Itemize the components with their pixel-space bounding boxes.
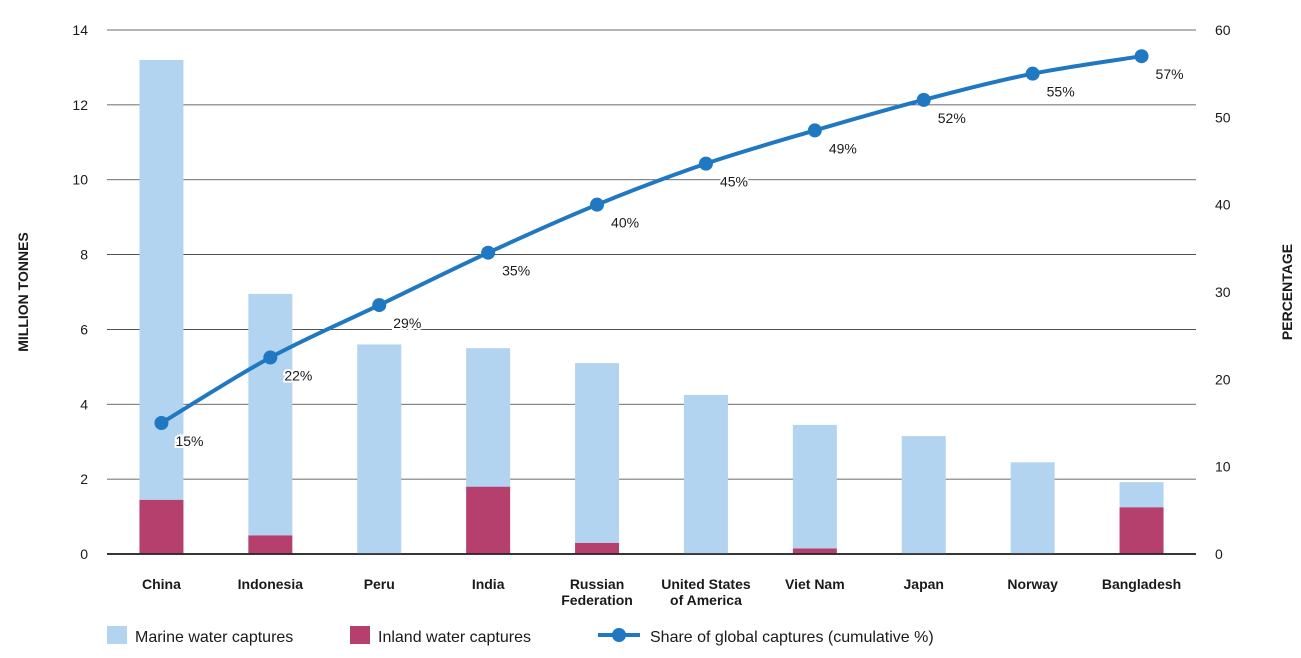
legend-label-2: Share of global captures (cumulative %)	[650, 629, 934, 646]
bar-inland-0	[139, 499, 184, 554]
y-tick-label-right: 10	[1215, 459, 1231, 475]
cumulative-point-6	[807, 123, 822, 138]
y-axis-title-right: PERCENTAGE	[1279, 244, 1295, 340]
cumulative-data-label-9: 57%	[1156, 66, 1184, 82]
bar-inland-3	[466, 486, 511, 554]
cumulative-point-9	[1134, 49, 1149, 64]
cumulative-data-label-0: 15%	[175, 433, 203, 449]
cumulative-data-label-2: 29%	[393, 315, 421, 331]
bar-marine-3	[466, 348, 511, 487]
cumulative-point-0	[154, 416, 169, 430]
cumulative-data-label-6: 49%	[829, 140, 857, 156]
cumulative-share-line: 15% 22% 29% 35% 40% 45% 49% 52% 55% 57%	[154, 49, 1186, 451]
legend-swatch-0	[107, 626, 127, 644]
bar-inland-6	[792, 548, 837, 554]
cumulative-point-4	[590, 197, 605, 212]
y-tick-label-right: 50	[1215, 109, 1231, 125]
cumulative-data-label-8: 55%	[1047, 84, 1075, 100]
y-tick-label-left: 8	[80, 247, 88, 263]
bars	[107, 59, 1196, 555]
x-tick-label: Russian Federation	[561, 576, 633, 608]
y-tick-label-left: 10	[72, 172, 88, 188]
bar-inland-9	[1119, 507, 1164, 554]
legend: Marine water captures Inland water captur…	[107, 626, 934, 646]
cumulative-data-label-5: 45%	[720, 174, 748, 190]
axes: 0 2 4 6 8 10 12 14 0 10 20 30 40 50 60 China Indonesia Pe…	[72, 22, 1230, 608]
bar-inland-1	[248, 535, 293, 554]
y-tick-label-left: 6	[80, 321, 88, 337]
cumulative-data-label-7: 52%	[938, 110, 966, 126]
y-tick-label-right: 20	[1215, 371, 1231, 387]
legend-line-marker	[612, 628, 626, 642]
bar-marine-9	[1119, 482, 1164, 508]
legend-swatch-1	[350, 626, 370, 644]
cumulative-point-1	[263, 350, 278, 365]
bar-marine-7	[901, 436, 946, 554]
x-tick-label: China	[142, 576, 181, 592]
y-tick-label-right: 40	[1215, 197, 1231, 213]
x-tick-label: Norway	[1007, 576, 1058, 592]
bar-marine-4	[575, 363, 620, 543]
legend-label-1: Inland water captures	[378, 629, 531, 646]
x-tick-label: Indonesia	[238, 576, 304, 592]
y-tick-label-left: 14	[72, 22, 88, 38]
cumulative-data-label-3: 35%	[502, 263, 530, 279]
y-axis-title-left: MILLION TONNES	[15, 232, 31, 352]
x-tick-label: Peru	[364, 576, 395, 592]
x-tick-label: United States of America	[661, 576, 751, 608]
cumulative-data-label-1: 22%	[284, 368, 312, 384]
y-tick-label-right: 30	[1215, 284, 1231, 300]
bar-marine-6	[792, 424, 837, 549]
cumulative-point-5	[698, 156, 713, 171]
y-tick-label-left: 4	[80, 396, 88, 412]
bar-inland-4	[575, 542, 620, 554]
cumulative-point-3	[481, 245, 496, 260]
bar-marine-5	[683, 394, 728, 554]
bar-marine-1	[248, 293, 293, 536]
x-tick-label: Japan	[904, 576, 944, 592]
cumulative-point-7	[916, 92, 931, 107]
cumulative-line-path	[160, 54, 1142, 425]
cumulative-point-2	[372, 298, 387, 313]
y-tick-label-left: 2	[80, 471, 88, 487]
x-tick-label: India	[472, 576, 505, 592]
y-tick-label-right: 0	[1215, 546, 1223, 562]
x-tick-label: Bangladesh	[1102, 576, 1181, 592]
cumulative-point-8	[1025, 66, 1040, 81]
y-tick-label-left: 0	[80, 546, 88, 562]
y-tick-label-right: 60	[1215, 22, 1231, 38]
x-tick-label: Viet Nam	[785, 576, 845, 592]
cumulative-data-label-4: 40%	[611, 215, 639, 231]
bar-marine-8	[1010, 462, 1055, 554]
legend-label-0: Marine water captures	[135, 629, 293, 646]
bar-marine-2	[357, 344, 402, 554]
y-tick-label-left: 12	[72, 97, 88, 113]
